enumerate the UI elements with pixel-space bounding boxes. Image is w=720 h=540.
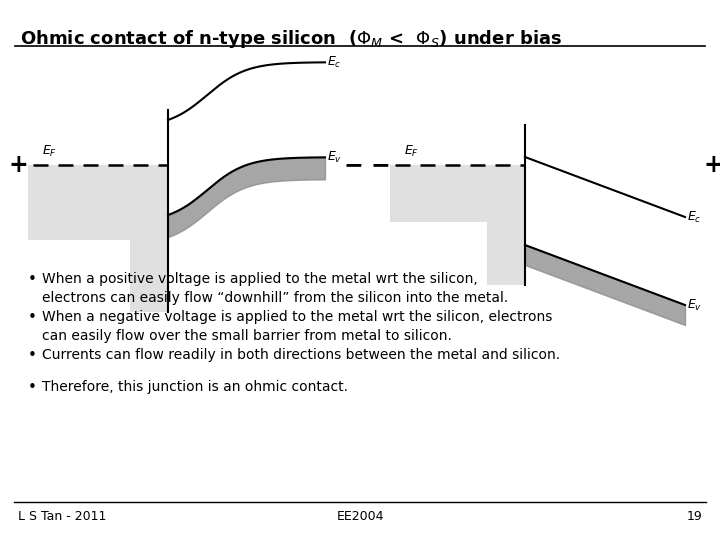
Text: $E_F$: $E_F$ [42,144,57,159]
Text: L S Tan - 2011: L S Tan - 2011 [18,510,107,523]
Text: −: − [370,153,390,177]
Text: $E_F$: $E_F$ [404,144,419,159]
Text: $E_v$: $E_v$ [687,298,702,313]
Text: When a positive voltage is applied to the metal wrt the silicon,
electrons can e: When a positive voltage is applied to th… [42,272,508,305]
Bar [390,165,525,222]
Bar [28,165,168,240]
Text: +: + [8,153,28,177]
Text: •: • [28,272,37,287]
Text: $E_v$: $E_v$ [327,150,342,165]
Text: $E_c$: $E_c$ [687,210,701,225]
Text: •: • [28,348,37,363]
Bar [130,240,168,312]
Text: +: + [703,153,720,177]
Text: Currents can flow readily in both directions between the metal and silicon.: Currents can flow readily in both direct… [42,348,560,362]
Text: $E_c$: $E_c$ [327,55,341,70]
Text: EE2004: EE2004 [336,510,384,523]
Text: When a negative voltage is applied to the metal wrt the silicon, electrons
can e: When a negative voltage is applied to th… [42,310,552,343]
Text: •: • [28,380,37,395]
Text: 19: 19 [686,510,702,523]
Bar [487,222,525,285]
Text: Ohmic contact of n-type silicon  ($\Phi_M$ <  $\Phi_S$) under bias: Ohmic contact of n-type silicon ($\Phi_M… [20,28,562,50]
Text: •: • [28,310,37,325]
Text: Therefore, this junction is an ohmic contact.: Therefore, this junction is an ohmic con… [42,380,348,394]
Text: −: − [343,153,363,177]
